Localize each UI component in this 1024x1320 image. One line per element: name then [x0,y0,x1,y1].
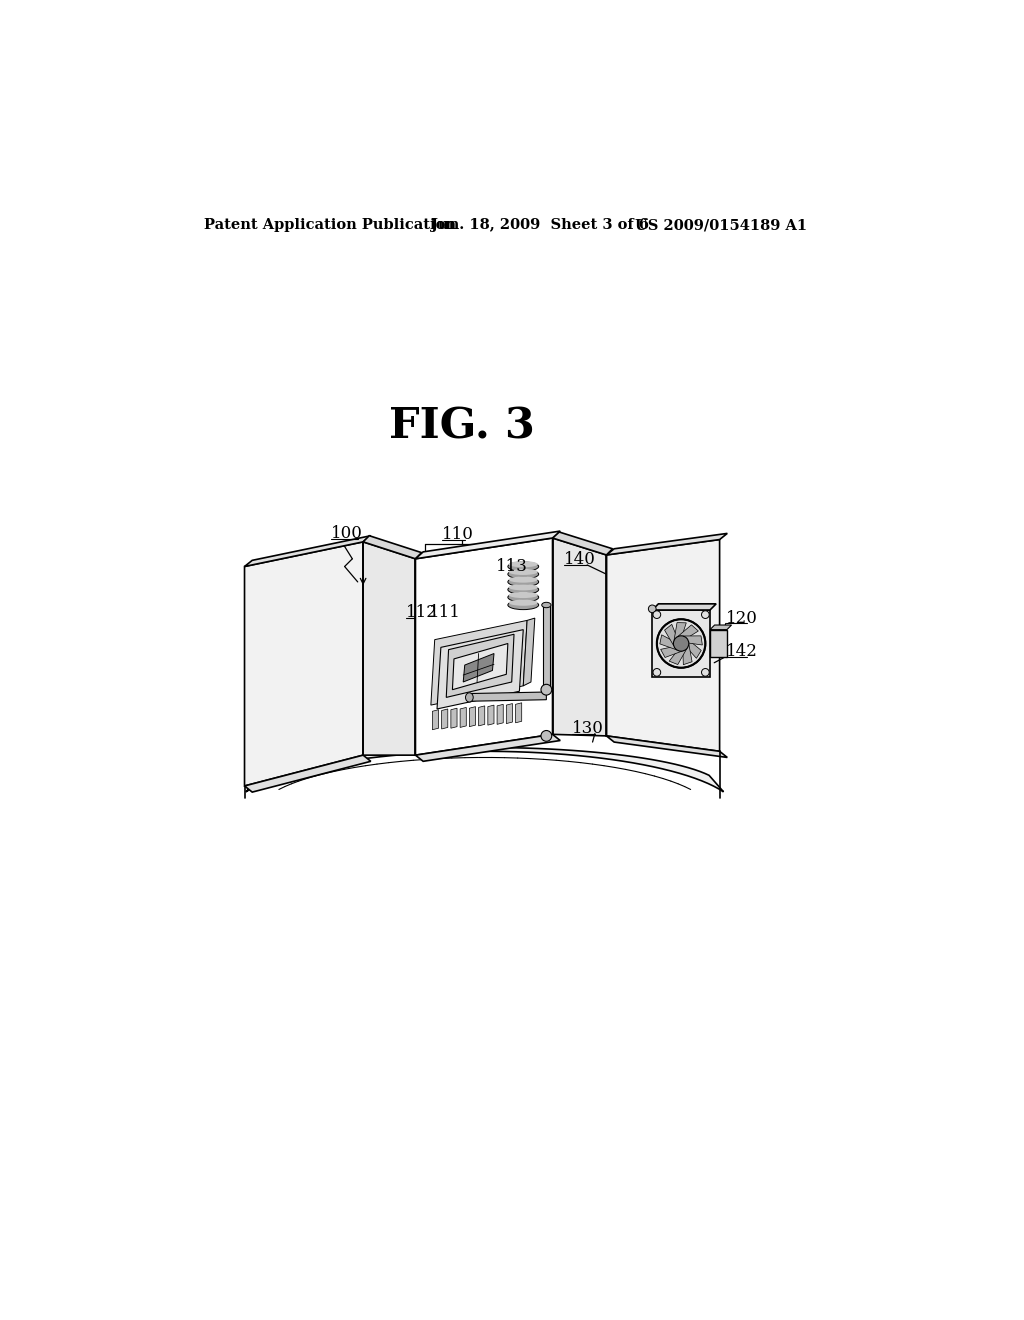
Polygon shape [687,639,701,659]
Polygon shape [463,653,494,682]
Polygon shape [364,543,416,755]
Polygon shape [460,708,466,727]
Polygon shape [487,705,494,725]
Text: Jun. 18, 2009  Sheet 3 of 6: Jun. 18, 2009 Sheet 3 of 6 [431,218,649,232]
Polygon shape [416,531,560,558]
Ellipse shape [509,577,538,582]
Text: 111: 111 [429,605,461,622]
Polygon shape [674,623,686,640]
Polygon shape [245,543,364,785]
Polygon shape [515,702,521,723]
Polygon shape [469,692,547,701]
Polygon shape [660,647,682,657]
Text: 140: 140 [564,550,596,568]
Polygon shape [606,540,720,751]
Ellipse shape [509,591,538,598]
Circle shape [653,668,660,676]
Circle shape [656,619,706,668]
Polygon shape [432,710,438,730]
Ellipse shape [508,585,539,594]
Polygon shape [416,539,553,755]
Circle shape [653,611,660,619]
Ellipse shape [509,561,538,568]
Ellipse shape [509,569,538,576]
Polygon shape [497,705,503,725]
Polygon shape [416,734,560,762]
Polygon shape [543,605,550,689]
Text: 142: 142 [726,643,758,660]
Polygon shape [665,624,677,645]
Circle shape [541,684,552,696]
Polygon shape [670,648,687,664]
Ellipse shape [508,593,539,602]
Text: 130: 130 [571,719,603,737]
Ellipse shape [509,599,538,606]
Polygon shape [245,755,371,792]
Ellipse shape [508,562,539,572]
Text: 100: 100 [331,525,362,543]
Text: 112: 112 [407,605,438,622]
Circle shape [701,668,710,676]
Polygon shape [678,624,698,639]
Ellipse shape [508,570,539,579]
Ellipse shape [508,601,539,610]
Polygon shape [652,610,710,677]
Polygon shape [478,706,484,726]
Text: 113: 113 [497,558,528,576]
Polygon shape [606,533,727,554]
Text: 120: 120 [726,610,758,627]
Polygon shape [553,539,606,737]
Polygon shape [364,536,422,558]
Circle shape [648,605,656,612]
Polygon shape [683,644,692,665]
Polygon shape [246,747,724,792]
Polygon shape [469,706,475,726]
Text: Patent Application Publication: Patent Application Publication [204,218,456,232]
Ellipse shape [542,602,551,607]
Polygon shape [431,620,527,705]
Polygon shape [606,737,727,758]
Ellipse shape [509,585,538,590]
Polygon shape [652,603,716,610]
Circle shape [701,611,710,619]
Text: 110: 110 [441,525,473,543]
Polygon shape [437,630,523,709]
Circle shape [541,730,552,742]
Ellipse shape [466,693,473,702]
Polygon shape [553,532,612,554]
Text: US 2009/0154189 A1: US 2009/0154189 A1 [635,218,807,232]
Polygon shape [453,644,508,689]
Polygon shape [506,704,512,723]
Polygon shape [446,635,514,697]
Polygon shape [710,630,727,657]
Polygon shape [659,635,677,649]
Polygon shape [441,709,447,729]
Text: FIG. 3: FIG. 3 [389,405,535,447]
Polygon shape [451,708,457,729]
Polygon shape [710,626,731,630]
Polygon shape [683,636,702,645]
Ellipse shape [508,577,539,586]
Ellipse shape [542,686,551,693]
Polygon shape [245,536,371,566]
Circle shape [674,636,689,651]
Polygon shape [523,618,535,686]
